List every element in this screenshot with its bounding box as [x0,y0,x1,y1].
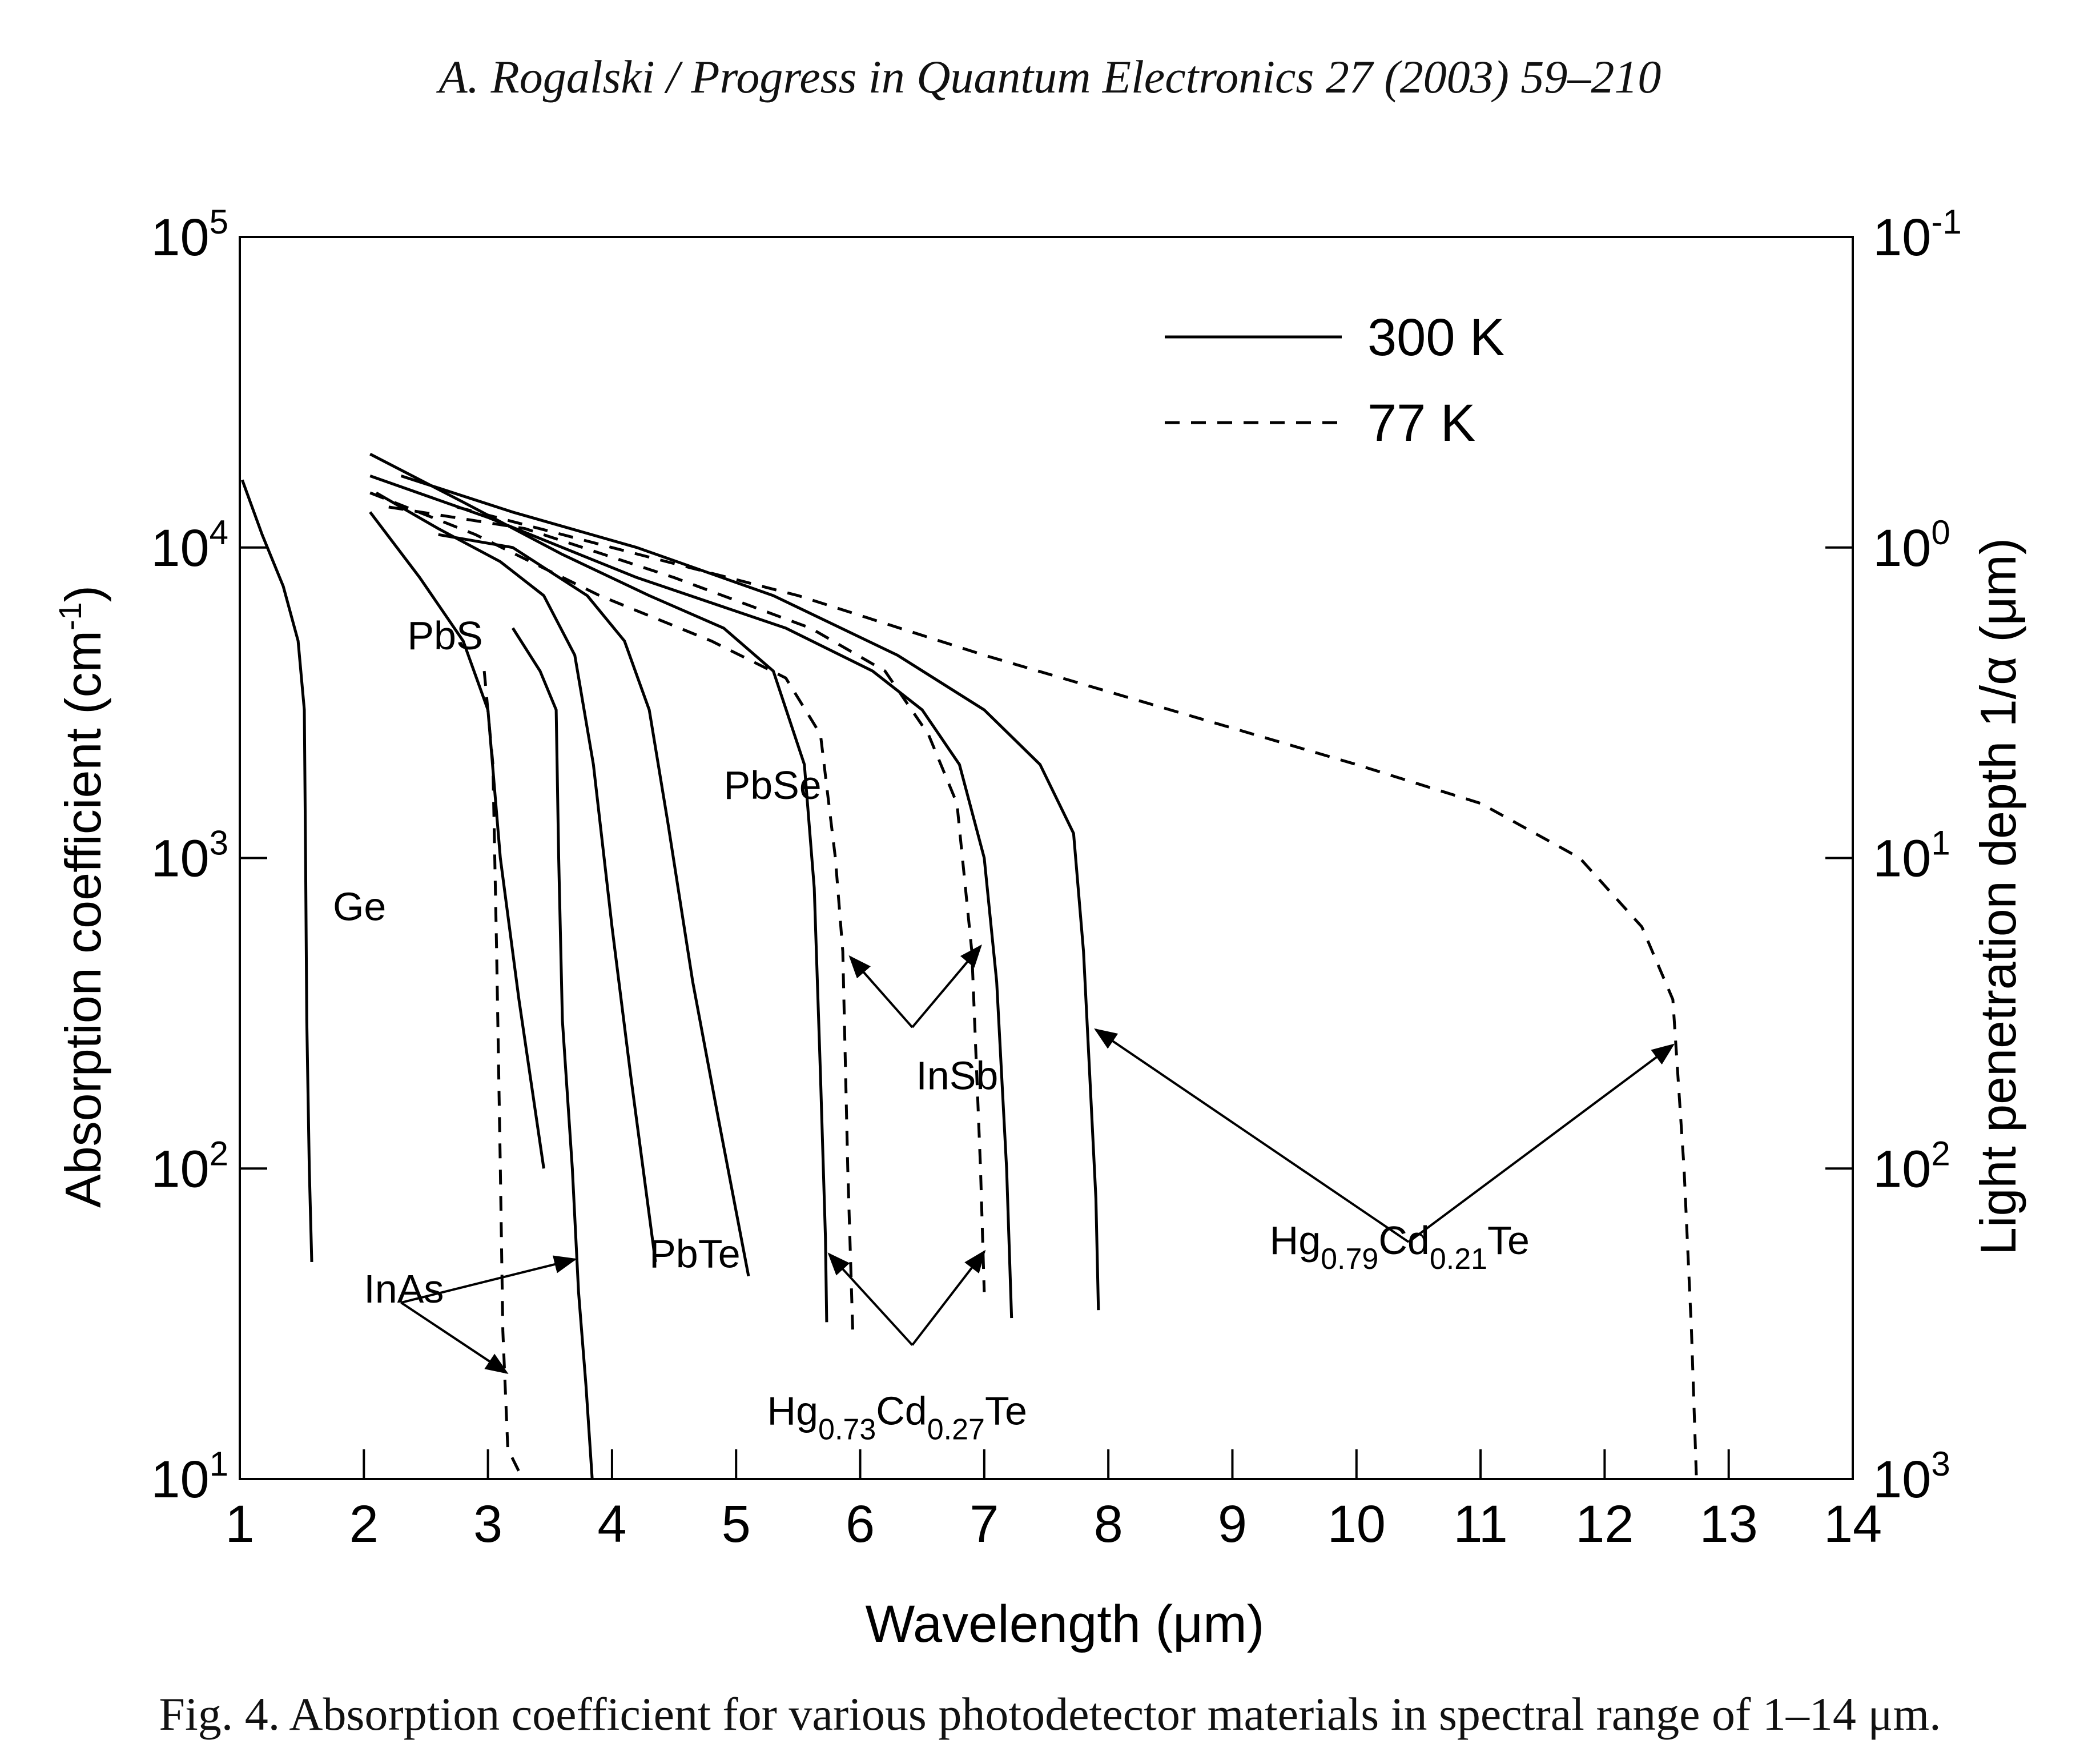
series-hg0-79cd0-21te-77k [456,505,1698,1480]
journal-header: A. Rogalski / Progress in Quantum Electr… [438,51,1662,103]
annotation-arrow [1094,1028,1410,1243]
y-tick-label-right: 103 [1873,1445,1950,1509]
y-tick-label: 102 [151,1134,228,1198]
figure-caption: Fig. 4. Absorption coefficient for vario… [159,1688,1941,1740]
x-tick-label: 2 [349,1495,379,1553]
annotation-label: PbS [407,613,482,658]
x-tick-label: 8 [1094,1495,1123,1553]
x-tick-label: 7 [969,1495,999,1553]
y-tick-label: 103 [151,824,228,888]
annotation-arrow [400,1301,509,1375]
series-hg0-73cd0-27te-77k [369,491,854,1331]
y-axis-label: Absorption coefficient (cm-1) [52,585,111,1208]
y-tick-label: 104 [151,513,228,577]
series-hg0-79cd0-21te-300k [400,475,1100,1311]
annotation-arrow [848,955,914,1028]
x-tick-label: 5 [722,1495,751,1553]
x-tick-label: 9 [1218,1495,1247,1553]
x-tick-label: 4 [597,1495,626,1553]
series-pbs-300k [369,511,545,1169]
y-tick-label-right: 100 [1873,513,1950,577]
annotation-arrow [911,944,982,1028]
series-pbte-300k [438,533,750,1277]
y-tick-label-right: 10-1 [1873,203,1962,267]
x-tick-label: 14 [1824,1495,1882,1553]
data-series [240,452,1698,1480]
annotation-label: PbTe [649,1232,741,1276]
y-axis-label-right: Light penetration depth 1/α (μm) [1970,538,2026,1255]
y-tick-label-right: 102 [1873,1134,1950,1198]
y-tick-label: 105 [151,203,228,267]
series-insb-77k [388,505,986,1292]
plot-frame [239,236,1854,1480]
series-pbte-300k [375,491,657,1263]
legend: 300 K 77 K [1165,308,1504,452]
series-ge-300k [240,479,313,1262]
annotation-arrow [401,1255,577,1304]
annotation-label: Hg0.73Cd0.27Te [767,1388,1027,1446]
annotation-label: InSb [916,1053,998,1098]
annotation-arrow [827,1252,914,1346]
x-tick-label: 6 [846,1495,875,1553]
annotation-arrow [1407,1043,1675,1243]
series-insb-300k [369,475,1013,1319]
legend-label: 77 K [1367,394,1475,452]
x-tick-label: 3 [473,1495,502,1553]
annotation-label: Ge [333,885,386,929]
x-tick-label: 13 [1700,1495,1758,1553]
y-tick-label: 101 [151,1445,228,1509]
x-tick-label: 10 [1327,1495,1386,1553]
x-axis-label: Wavelength (μm) [866,1595,1265,1653]
x-tick-label: 12 [1575,1495,1634,1553]
legend-label: 300 K [1367,308,1504,367]
series-pbs-77k [482,670,524,1480]
axes [239,236,1854,1480]
x-tick-label: 11 [1453,1495,1508,1553]
series-pbse-300k [369,452,828,1323]
x-tick-label: 1 [225,1495,254,1553]
annotation-label: Hg0.79Cd0.21Te [1270,1218,1530,1276]
series-inas-300k [511,627,594,1480]
annotation-label: PbSe [724,763,822,807]
annotation-arrow [911,1249,986,1346]
annotations: GePbSPbSeInSbPbTeInAsHg0.73Cd0.27TeHg0.7… [333,613,1675,1446]
y-tick-label-right: 101 [1873,824,1950,888]
